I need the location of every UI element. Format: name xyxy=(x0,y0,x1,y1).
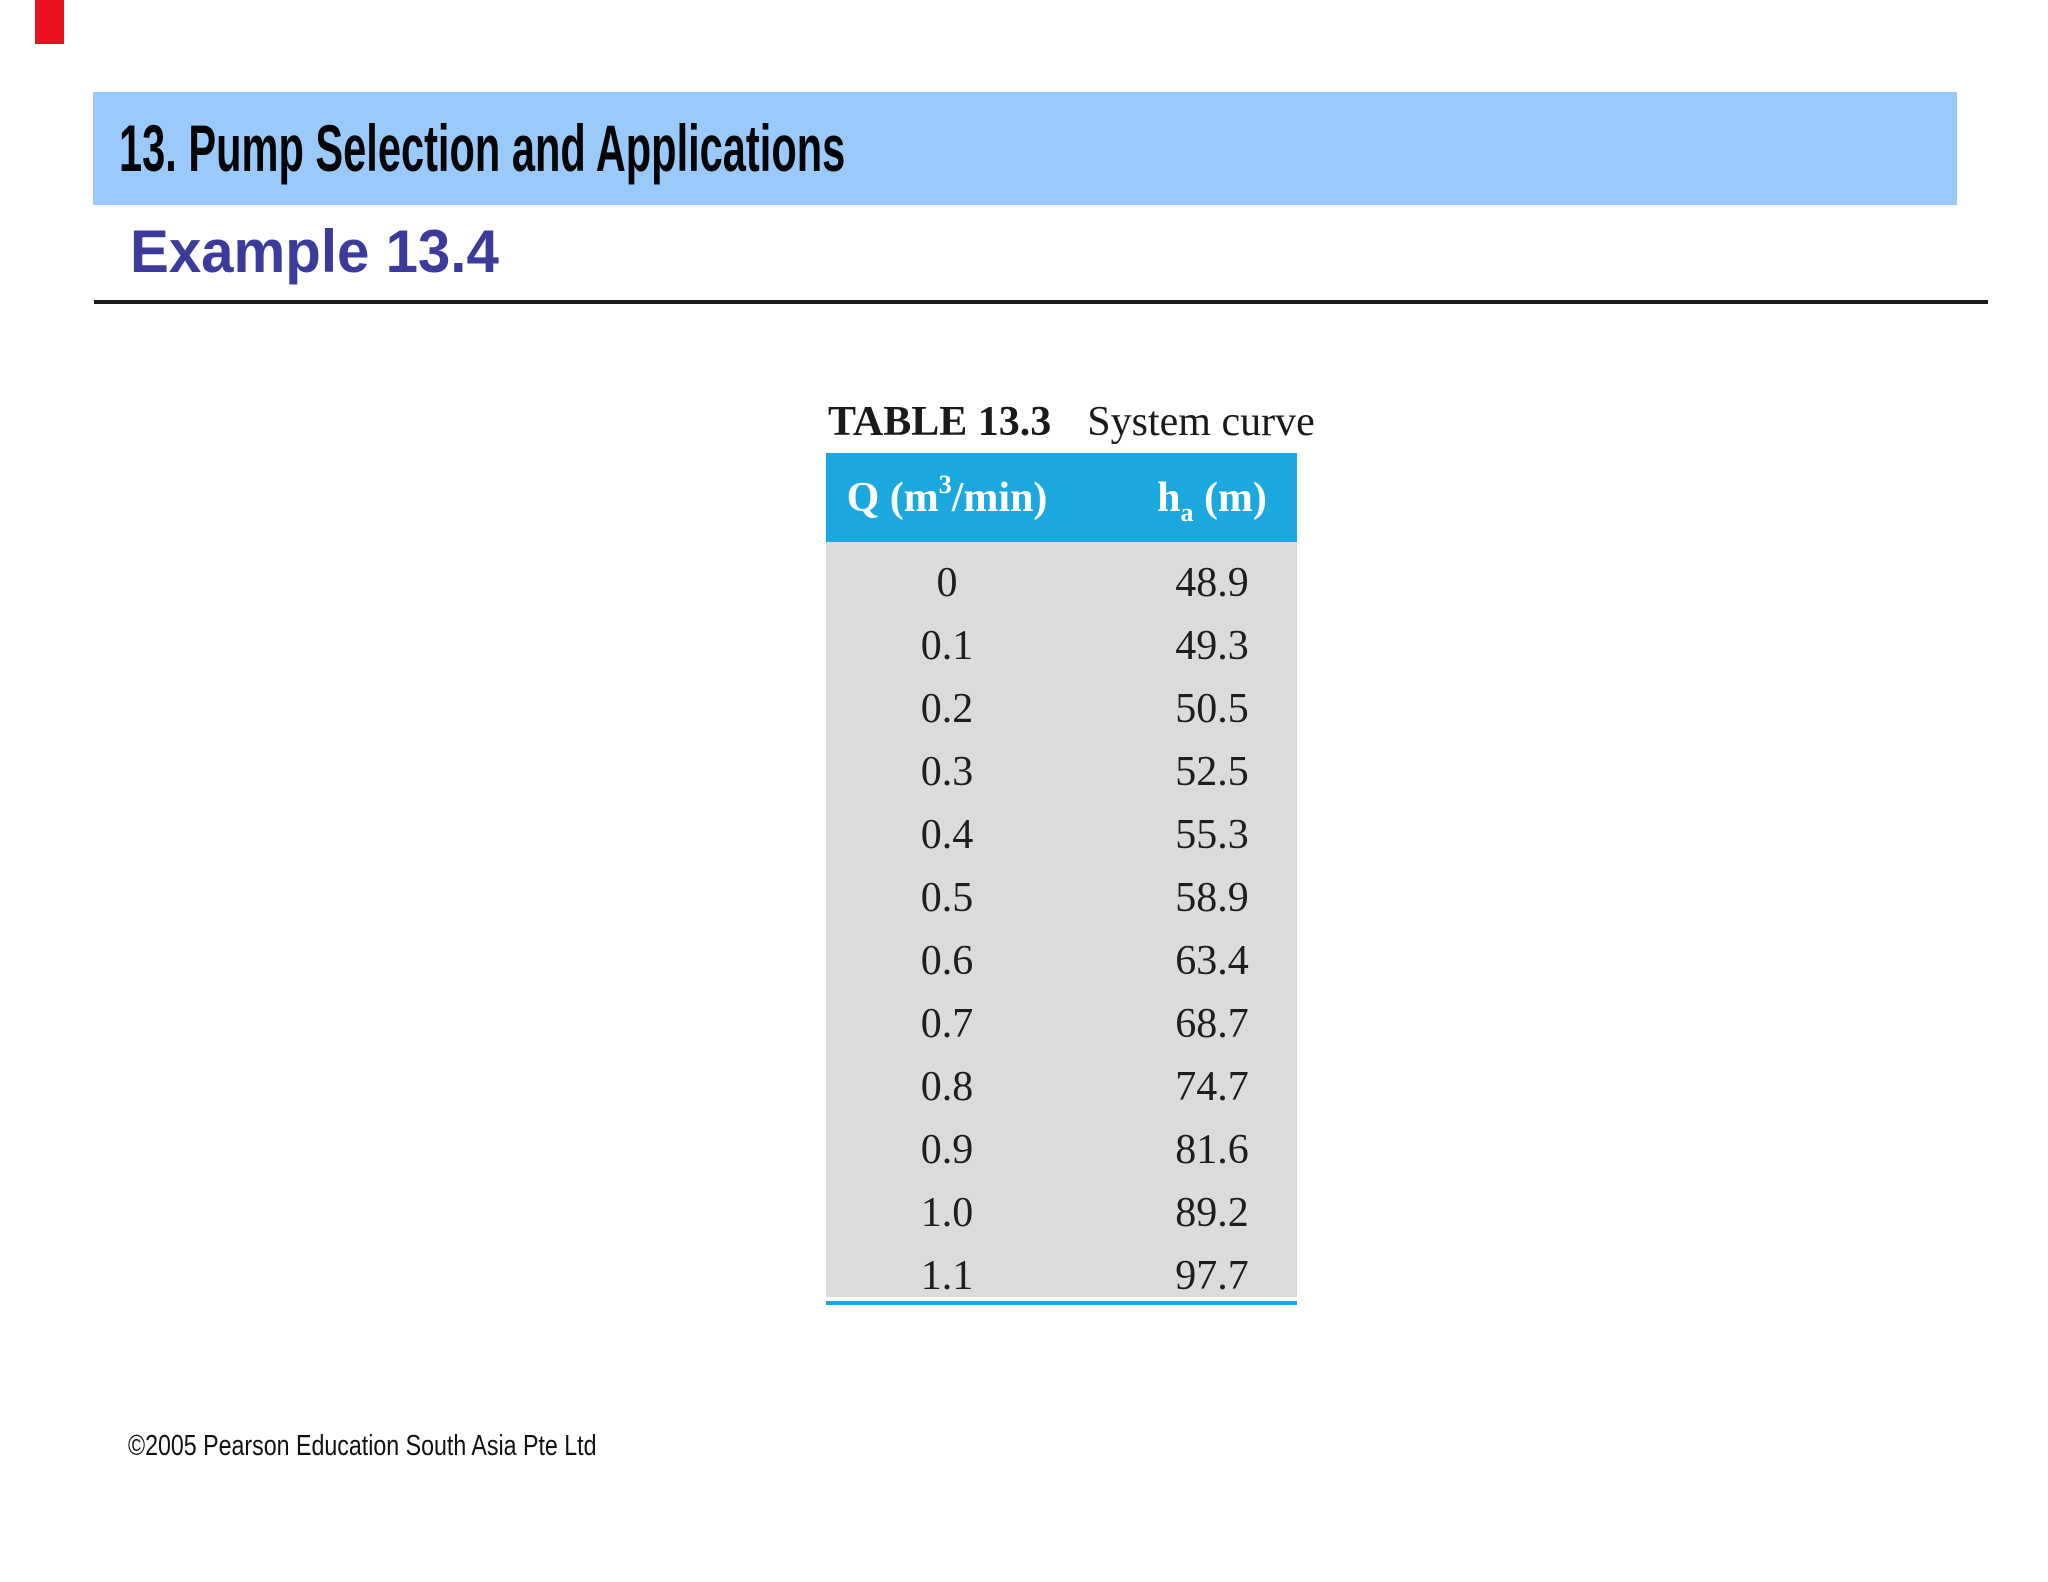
q-value: 0 xyxy=(936,560,958,606)
q-header-text: Q (m xyxy=(846,474,939,521)
q-value: 1.1 xyxy=(920,1253,974,1299)
table-row: 0.8 74.7 xyxy=(826,1056,1297,1119)
table-body: 0 48.9 0.1 49.3 0.2 50.5 0.3 52.5 0.4 55.3 0.… xyxy=(826,542,1297,1299)
ha-value: 68.7 xyxy=(1175,1001,1249,1047)
ha-value: 48.9 xyxy=(1175,560,1249,606)
q-value: 0.2 xyxy=(920,686,974,732)
horizontal-rule xyxy=(94,300,1988,304)
table-row: 0.1 49.3 xyxy=(826,615,1297,678)
slide-title-bar: 13. Pump Selection and Applications xyxy=(93,92,1957,205)
slide-title: 13. Pump Selection and Applications xyxy=(119,111,846,185)
ha-value: 49.3 xyxy=(1175,623,1249,669)
table-row: 0.4 55.3 xyxy=(826,804,1297,867)
example-heading: Example 13.4 xyxy=(130,218,499,285)
q-value: 1.0 xyxy=(920,1190,974,1236)
column-header-head: ha (m) xyxy=(1157,474,1267,527)
q-header-superscript: 3 xyxy=(938,469,952,499)
ha-value: 63.4 xyxy=(1175,938,1249,984)
q-value: 0.1 xyxy=(920,623,974,669)
table-row: 0.9 81.6 xyxy=(826,1119,1297,1182)
q-value: 0.8 xyxy=(920,1064,974,1110)
ha-value: 97.7 xyxy=(1175,1253,1249,1299)
q-header-unit: /min) xyxy=(951,474,1048,521)
column-header-flow: Q (m3/min) xyxy=(846,470,1048,522)
ha-header-unit: (m) xyxy=(1193,474,1267,521)
ha-value: 81.6 xyxy=(1175,1127,1249,1173)
q-value: 0.6 xyxy=(920,938,974,984)
q-value: 0.4 xyxy=(920,812,974,858)
red-accent-mark xyxy=(35,0,64,44)
table-row: 0.3 52.5 xyxy=(826,741,1297,804)
ha-value: 55.3 xyxy=(1175,812,1249,858)
table-row: 0 48.9 xyxy=(826,552,1297,615)
ha-value: 52.5 xyxy=(1175,749,1249,795)
ha-value: 74.7 xyxy=(1175,1064,1249,1110)
q-value: 0.9 xyxy=(920,1127,974,1173)
table-caption: System curve xyxy=(1087,399,1315,445)
ha-header-subscript: a xyxy=(1180,497,1194,527)
table-row: 1.1 97.7 xyxy=(826,1245,1297,1308)
ha-value: 89.2 xyxy=(1175,1190,1249,1236)
ha-value: 58.9 xyxy=(1175,875,1249,921)
table-row: 0.2 50.5 xyxy=(826,678,1297,741)
ha-header-text: h xyxy=(1157,474,1181,521)
q-value: 0.5 xyxy=(920,875,974,921)
q-value: 0.3 xyxy=(920,749,974,795)
table-label: TABLE 13.3 xyxy=(828,399,1052,445)
ha-value: 50.5 xyxy=(1175,686,1249,732)
table-title: TABLE 13.3 System curve xyxy=(828,400,1315,444)
q-value: 0.7 xyxy=(920,1001,974,1047)
table-row: 0.5 58.9 xyxy=(826,867,1297,930)
table-row: 0.6 63.4 xyxy=(826,930,1297,993)
table-row: 0.7 68.7 xyxy=(826,993,1297,1056)
table-row: 1.0 89.2 xyxy=(826,1182,1297,1245)
table-header-row: Q (m3/min) ha (m) xyxy=(826,453,1297,542)
copyright-footer: ©2005 Pearson Education South Asia Pte L… xyxy=(128,1430,597,1462)
table-bottom-rule xyxy=(826,1301,1297,1305)
